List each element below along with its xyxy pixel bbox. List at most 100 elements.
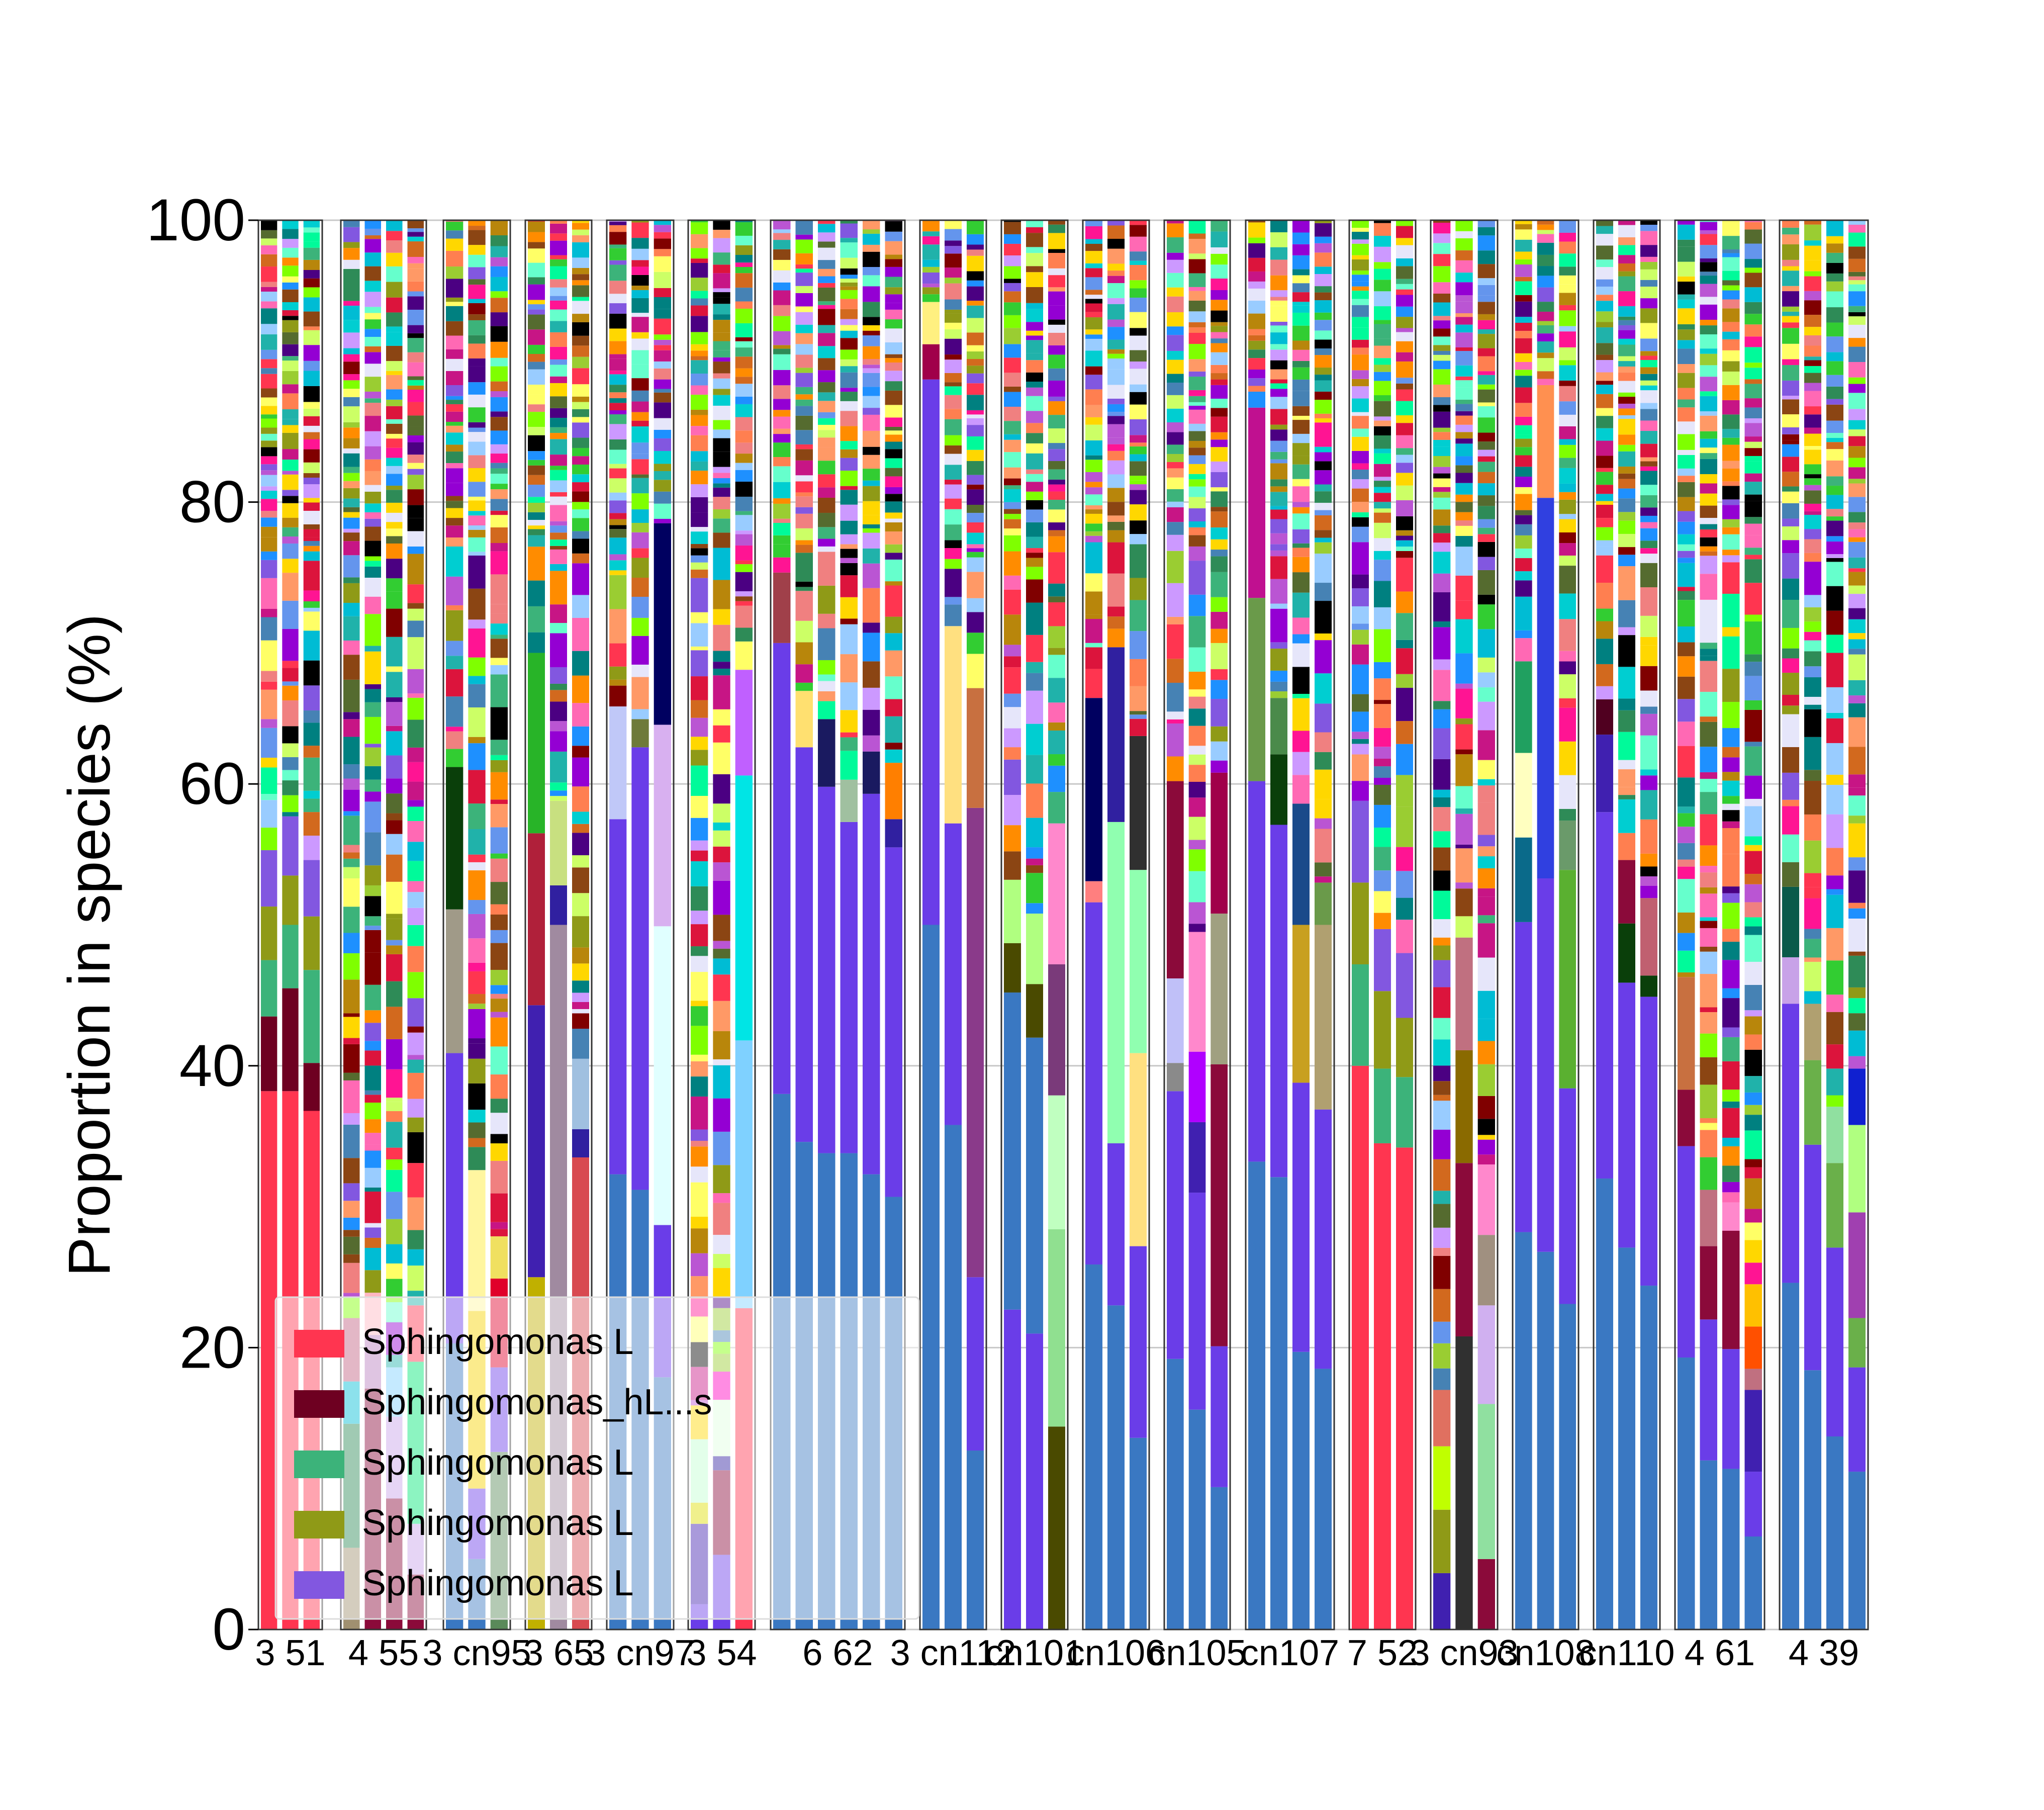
bar-segment [1826, 509, 1843, 517]
bar-segment [795, 286, 813, 293]
bar-segment [1455, 365, 1473, 377]
bar-segment [945, 278, 962, 284]
bar-segment [1048, 380, 1065, 397]
bar-segment [1700, 474, 1717, 484]
bar-segment [1537, 352, 1554, 358]
bar-segment [1352, 379, 1369, 387]
bar-segment [1804, 449, 1821, 465]
bar-segment [550, 233, 567, 241]
bar-segment [1374, 804, 1391, 828]
bar-segment [1640, 898, 1657, 976]
bar-segment [490, 760, 508, 772]
legend-entry: Sphingomonas L [294, 1442, 633, 1483]
bar-segment [1315, 862, 1332, 877]
bar-segment [885, 259, 902, 267]
bar-segment [282, 544, 299, 559]
bar-segment [1477, 1154, 1495, 1165]
legend-label: Sphingomonas_hL...s [362, 1382, 712, 1422]
bar-segment [654, 272, 671, 288]
bar-segment [446, 283, 463, 298]
bar-segment [303, 916, 320, 970]
bar-segment [1130, 220, 1147, 225]
bar-segment [1559, 741, 1576, 775]
bar-segment [446, 444, 463, 452]
bar-segment [528, 535, 545, 547]
bar-segment [1515, 1232, 1532, 1630]
bar-segment [1744, 884, 1762, 902]
bar-segment [1004, 386, 1021, 392]
bar-segment [386, 1279, 403, 1297]
bar-segment [1188, 423, 1206, 431]
bar-segment [1640, 997, 1657, 1286]
bar-segment [343, 816, 360, 845]
bar-segment [1130, 600, 1147, 631]
bar-segment [1678, 950, 1695, 973]
bar-segment [1848, 384, 1866, 393]
bar-segment [1048, 500, 1065, 510]
bar-segment [922, 294, 940, 302]
bar-segment [1618, 255, 1635, 263]
panel-frame [606, 219, 675, 1631]
bar-segment [1188, 447, 1206, 456]
bar-segment [386, 282, 403, 298]
bar-segment [1640, 790, 1657, 820]
bar-segment [1477, 495, 1495, 506]
bar-segment [1211, 264, 1228, 279]
bar-segment [1515, 447, 1532, 456]
bar-segment [1744, 423, 1762, 437]
bar-segment [631, 275, 649, 286]
bar-segment [1167, 220, 1184, 224]
bar-segment [1433, 222, 1451, 234]
bar-segment [528, 404, 545, 412]
bar-segment [1700, 779, 1717, 792]
bar-segment [1700, 365, 1717, 377]
bar-segment [773, 518, 791, 523]
bar-segment [654, 450, 671, 464]
bar-segment [343, 616, 360, 641]
bar-segment [1744, 314, 1762, 325]
x-tick-label: 3 65 [523, 1633, 594, 1673]
bar-segment [1396, 540, 1413, 547]
bar-segment [1455, 399, 1473, 404]
bar-segment [967, 220, 984, 234]
bar-segment [1640, 645, 1657, 666]
bar-segment [713, 941, 730, 949]
bar-segment [773, 249, 791, 260]
bar-segment [713, 420, 730, 430]
bar-segment [1515, 322, 1532, 331]
bar-segment [609, 560, 627, 571]
bar-segment [1537, 878, 1554, 1252]
bar-segment [1107, 616, 1125, 629]
bar-segment [261, 490, 277, 499]
bar-segment [1618, 434, 1635, 445]
bar-segment [468, 994, 486, 1004]
bar-segment [1433, 670, 1451, 701]
x-tick-label: cn106 [1067, 1633, 1165, 1673]
bar-segment [1352, 694, 1369, 712]
bar-segment [1477, 1164, 1495, 1235]
bar-segment [364, 491, 381, 504]
bar-segment [282, 685, 299, 701]
bar-segment [1433, 1159, 1451, 1191]
bar-segment [407, 637, 424, 669]
bar-segment [1640, 735, 1657, 770]
bar-segment [282, 344, 299, 356]
bar-segment [1744, 1092, 1762, 1105]
bar-segment [1618, 225, 1635, 237]
bar-segment [735, 273, 753, 288]
bar-segment [885, 254, 902, 259]
bar-segment [1722, 481, 1740, 486]
bar-segment [468, 427, 486, 432]
bar-segment [386, 1244, 403, 1263]
bar-segment [1004, 291, 1021, 303]
bar-segment [1433, 1368, 1451, 1390]
bar-segment [1826, 712, 1843, 718]
stacked-bar [945, 220, 962, 1630]
bar-segment [1848, 1367, 1866, 1472]
bar-segment [735, 627, 753, 642]
bar-segment [1004, 747, 1021, 760]
bar-segment [654, 368, 671, 380]
bar-segment [1270, 297, 1287, 301]
bar-segment [1211, 310, 1228, 322]
bar-segment [1596, 301, 1613, 312]
